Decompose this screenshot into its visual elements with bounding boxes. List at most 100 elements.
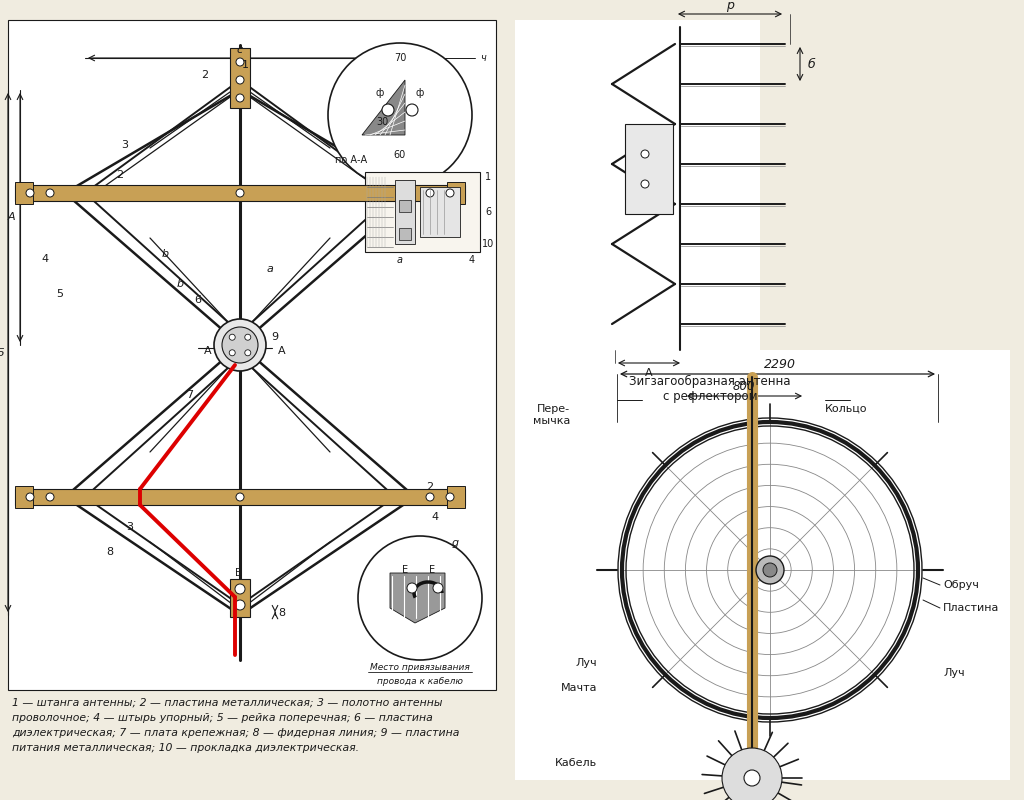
Bar	[15, 182, 33, 204]
Text: 3: 3	[122, 140, 128, 150]
Text: с: с	[237, 45, 243, 55]
Text: 4: 4	[431, 512, 438, 522]
Text: Луч: Луч	[575, 658, 597, 668]
Text: 6: 6	[485, 207, 492, 217]
Text: 4: 4	[469, 255, 475, 265]
Circle shape	[722, 748, 782, 800]
Text: A: A	[7, 213, 15, 222]
Text: 2: 2	[426, 482, 433, 492]
Bar	[515, 20, 760, 360]
Text: b: b	[176, 279, 183, 289]
Text: р: р	[726, 0, 734, 13]
Circle shape	[641, 180, 649, 188]
Bar	[15, 489, 465, 505]
Text: Место привязывания: Место привязывания	[370, 663, 470, 673]
Bar	[8, 20, 496, 690]
Circle shape	[641, 150, 649, 158]
Bar	[395, 180, 415, 244]
Text: 8: 8	[106, 547, 114, 557]
Circle shape	[245, 334, 251, 340]
Text: 2: 2	[117, 170, 124, 180]
Text: ф: ф	[376, 88, 384, 98]
Circle shape	[744, 770, 760, 786]
Text: a: a	[397, 255, 403, 265]
Bar	[515, 350, 1010, 780]
Text: по А-А: по А-А	[335, 155, 368, 165]
Text: 7: 7	[186, 390, 194, 400]
Bar	[15, 185, 465, 201]
Circle shape	[234, 584, 245, 594]
Text: питания металлическая; 10 — прокладка диэлектрическая.: питания металлическая; 10 — прокладка ди…	[12, 743, 359, 753]
Text: 30: 30	[376, 117, 388, 127]
Bar	[399, 200, 411, 212]
Circle shape	[407, 583, 417, 593]
Text: 60: 60	[394, 150, 407, 160]
Bar	[420, 187, 460, 237]
Text: 1: 1	[485, 172, 492, 182]
Bar	[625, 124, 673, 214]
Circle shape	[328, 43, 472, 187]
Text: 6: 6	[195, 295, 202, 305]
Text: 2290: 2290	[764, 358, 796, 370]
Circle shape	[236, 189, 244, 197]
Circle shape	[26, 493, 34, 501]
Text: Кабель: Кабель	[555, 758, 597, 768]
Circle shape	[358, 536, 482, 660]
Text: b: b	[162, 249, 169, 259]
Circle shape	[236, 58, 244, 66]
Polygon shape	[390, 573, 445, 623]
Bar	[230, 48, 250, 108]
Text: A: A	[204, 346, 212, 356]
Text: 4: 4	[41, 254, 48, 264]
Text: А: А	[645, 368, 653, 378]
Text: 800: 800	[733, 379, 756, 393]
Text: б: б	[807, 58, 815, 70]
Text: Кольцо: Кольцо	[825, 404, 867, 414]
Bar	[447, 182, 465, 204]
Text: Пере-
мычка: Пере- мычка	[532, 404, 570, 426]
Circle shape	[426, 493, 434, 501]
Text: 10: 10	[482, 239, 495, 249]
Text: Зигзагообразная антенна
с рефлектором: Зигзагообразная антенна с рефлектором	[630, 375, 791, 403]
Polygon shape	[362, 80, 406, 135]
Text: Обруч: Обруч	[943, 580, 979, 590]
Circle shape	[382, 104, 394, 116]
Circle shape	[26, 189, 34, 197]
Bar	[447, 486, 465, 508]
Bar	[365, 172, 480, 252]
Circle shape	[234, 600, 245, 610]
Bar	[230, 579, 250, 617]
Circle shape	[46, 189, 54, 197]
Text: 5: 5	[56, 289, 63, 299]
Circle shape	[446, 493, 454, 501]
Text: 2: 2	[202, 70, 209, 80]
Text: g: g	[452, 538, 459, 548]
Text: 1: 1	[242, 60, 249, 70]
Text: 1 — штанга антенны; 2 — пластина металлическая; 3 — полотно антенны: 1 — штанга антенны; 2 — пластина металли…	[12, 698, 442, 708]
Bar	[399, 228, 411, 240]
Text: E: E	[234, 568, 241, 578]
Text: E: E	[402, 565, 408, 575]
Text: 70: 70	[394, 53, 407, 63]
Text: провода к кабелю: провода к кабелю	[377, 677, 463, 686]
Text: Луч: Луч	[943, 668, 965, 678]
Circle shape	[756, 556, 784, 584]
Circle shape	[433, 583, 443, 593]
Text: проволочное; 4 — штырь упорный; 5 — рейка поперечная; 6 — пластина: проволочное; 4 — штырь упорный; 5 — рейк…	[12, 713, 433, 723]
Text: Мачта: Мачта	[560, 683, 597, 693]
Text: Б: Б	[0, 347, 4, 358]
Circle shape	[406, 104, 418, 116]
Text: диэлектрическая; 7 — плата крепежная; 8 — фидерная линия; 9 — пластина: диэлектрическая; 7 — плата крепежная; 8 …	[12, 728, 460, 738]
Circle shape	[236, 493, 244, 501]
Circle shape	[46, 493, 54, 501]
Text: ф: ф	[416, 88, 424, 98]
Text: 3: 3	[127, 522, 133, 532]
Text: 9: 9	[271, 332, 279, 342]
Text: a: a	[266, 264, 273, 274]
Text: E: E	[429, 565, 435, 575]
Circle shape	[229, 350, 236, 356]
Circle shape	[236, 76, 244, 84]
Circle shape	[245, 350, 251, 356]
Circle shape	[763, 563, 777, 577]
Circle shape	[229, 334, 236, 340]
